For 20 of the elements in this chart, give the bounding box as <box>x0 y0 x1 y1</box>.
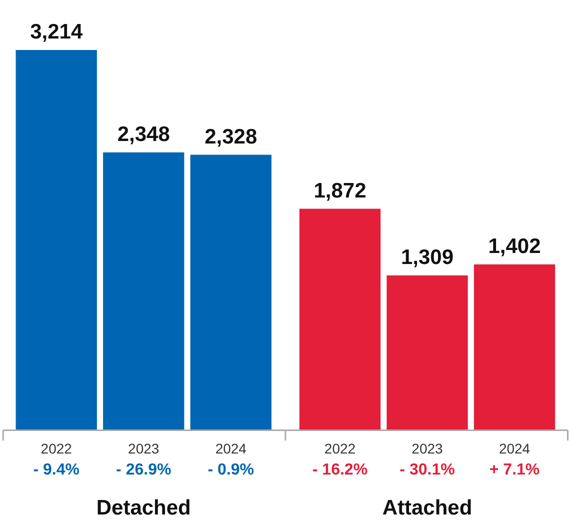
x-tick-label: 2023 <box>128 440 160 457</box>
x-tick-label: 2022 <box>40 440 72 457</box>
data-label: 2,328 <box>204 125 258 148</box>
data-label: 1,309 <box>400 246 454 269</box>
text: - 9.4% <box>33 462 80 479</box>
data-label: 1,872 <box>314 179 366 202</box>
text: Detached <box>96 496 191 520</box>
text: - 30.1% <box>400 462 455 479</box>
x-tick-label: 2023 <box>412 440 444 457</box>
x-tick-label: 2022 <box>324 440 356 457</box>
x-tick-label: 2024 <box>498 440 530 457</box>
text: - 26.9% <box>116 462 172 479</box>
text: Attached <box>382 496 472 520</box>
text: - 0.9% <box>208 462 254 479</box>
text: - 16.2% <box>312 462 368 479</box>
data-label: 2,348 <box>117 122 170 146</box>
data-label: 3,214 <box>30 20 83 44</box>
data-label: 1,402 <box>488 234 541 258</box>
text: + 7.1% <box>489 462 540 479</box>
x-tick-label: 2024 <box>215 440 247 457</box>
